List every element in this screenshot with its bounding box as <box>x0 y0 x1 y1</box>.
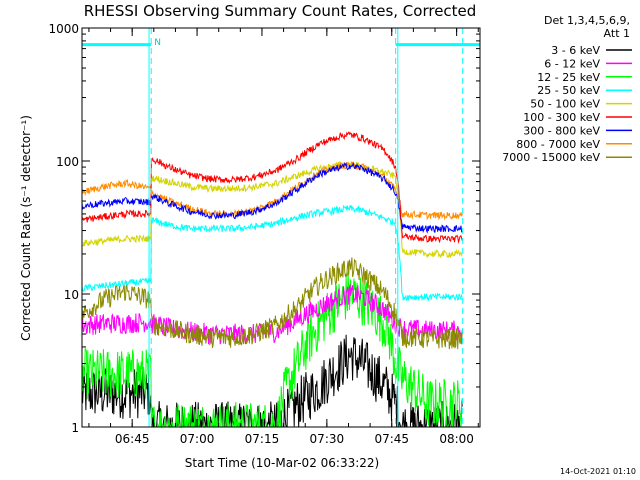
legend-label-3: 12 - 25 keV <box>537 71 600 84</box>
x-tick-label-3: 07:15 <box>245 432 280 446</box>
legend-header-detectors: Det 1,3,4,5,6,9, <box>544 14 630 27</box>
chart-title: RHESSI Observing Summary Count Rates, Co… <box>84 2 477 20</box>
legend-label-8: 800 - 7000 keV <box>516 138 600 151</box>
y-tick-label-4: 1000 <box>48 22 79 36</box>
legend-label-7: 300 - 800 keV <box>523 124 600 137</box>
series-line-7 <box>81 161 463 234</box>
axis-layer: 06:45 07:00 07:15 07:30 07:45 08:00 1 10 100 1000 <box>48 22 480 446</box>
x-tick-label-4: 07:30 <box>310 432 345 446</box>
series-line-4 <box>81 204 463 302</box>
legend-header-attenuator: Att 1 <box>604 27 630 40</box>
x-tick-label-2: 07:00 <box>180 432 215 446</box>
series-line-6 <box>81 131 463 244</box>
marker-label-1: N <box>154 38 161 48</box>
series-line-9 <box>81 257 463 350</box>
y-tick-label-3: 100 <box>56 155 79 169</box>
legend-label-9: 7000 - 15000 keV <box>502 151 600 164</box>
y-tick-label-2: 10 <box>64 288 79 302</box>
legend-label-2: 6 - 12 keV <box>544 57 600 70</box>
timestamp: 14-Oct-2021 01:10 <box>560 467 636 476</box>
x-tick-label-5: 07:45 <box>374 432 409 446</box>
legend-label-4: 25 - 50 keV <box>537 84 600 97</box>
x-axis-label: Start Time (10-Mar-02 06:33:22) <box>185 456 379 470</box>
plot-frame <box>81 27 481 428</box>
legend-label-1: 3 - 6 keV <box>551 44 600 57</box>
legend-label-6: 100 - 300 keV <box>523 111 600 124</box>
series-line-3 <box>81 272 463 429</box>
x-tick-label-6: 08:00 <box>439 432 474 446</box>
series-layer <box>81 131 463 429</box>
marker-layer: N <box>82 28 480 427</box>
y-tick-label-1: 1 <box>71 421 79 435</box>
x-tick-label-1: 06:45 <box>115 432 150 446</box>
y-axis-label: Corrected Count Rate (s⁻¹ detector⁻¹) <box>19 115 33 341</box>
legend-label-5: 50 - 100 keV <box>530 98 600 111</box>
series-line-8 <box>81 161 463 221</box>
